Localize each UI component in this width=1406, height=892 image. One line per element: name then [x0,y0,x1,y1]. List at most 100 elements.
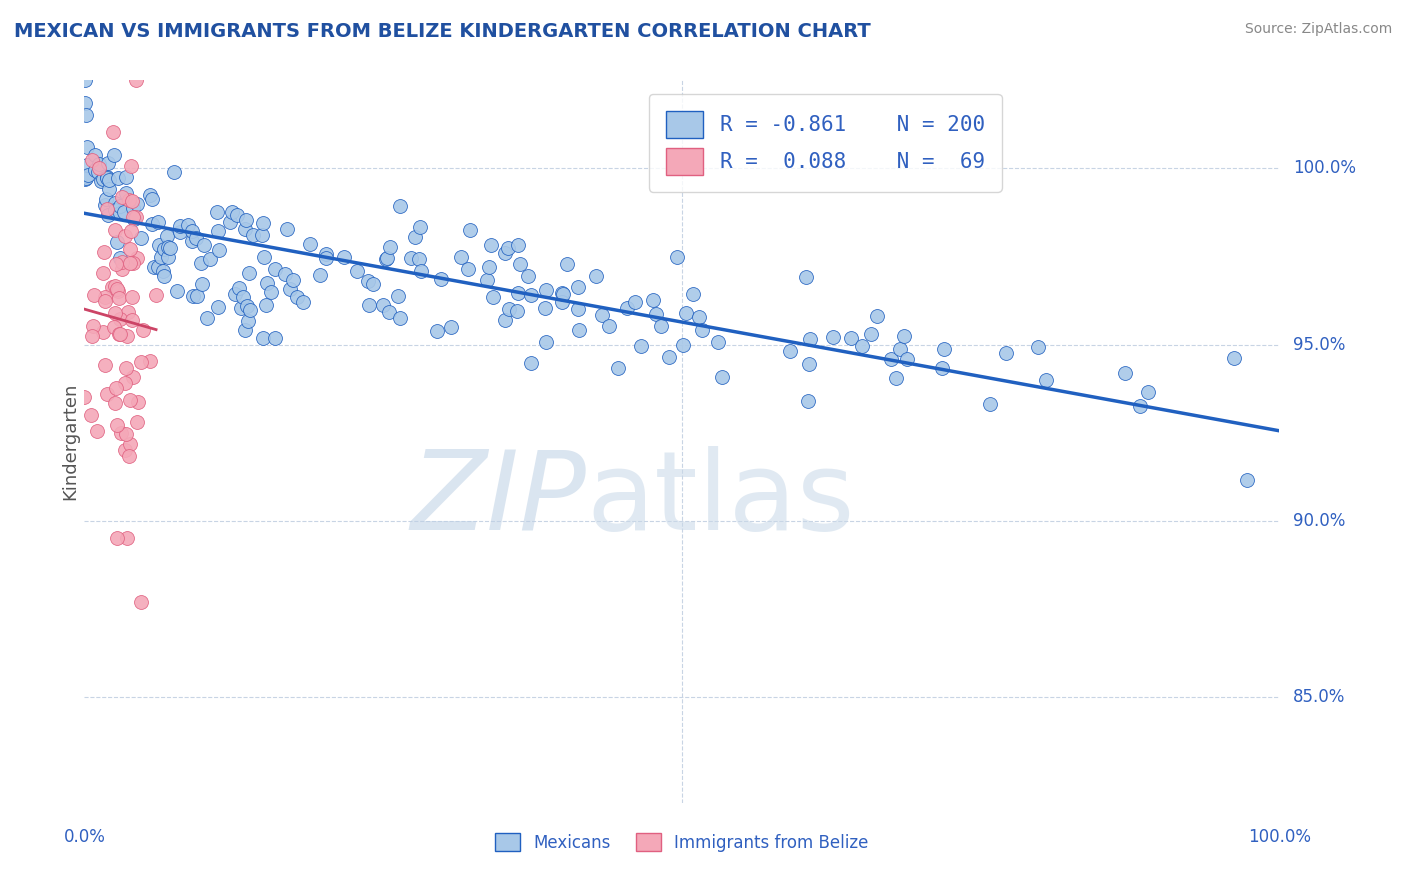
Point [238,266,260,280]
Point [1222,351,1244,365]
Point [710,370,733,384]
Point [122,201,145,215]
Point [860,326,883,341]
Point [779,344,801,359]
Point [263,262,285,277]
Point [236,299,259,313]
Point [153,268,176,283]
Point [111,190,134,204]
Point [252,331,274,345]
Point [121,256,143,270]
Point [585,268,607,283]
Point [250,228,273,243]
Point [520,288,543,302]
Point [357,298,380,312]
Point [152,264,174,278]
Point [1136,385,1159,400]
Point [457,262,479,277]
Text: 90.0%: 90.0% [1294,512,1346,530]
Point [404,229,426,244]
Point [553,287,575,301]
Point [291,294,314,309]
Point [606,361,628,376]
Point [799,332,821,346]
Point [232,290,254,304]
Point [181,234,204,248]
Point [108,251,131,265]
Point [122,211,145,226]
Point [207,224,229,238]
Point [83,163,105,178]
Point [101,125,124,139]
Point [118,242,141,256]
Point [707,334,730,349]
Point [114,442,136,457]
Point [89,157,111,171]
Point [682,287,704,301]
Point [221,205,243,219]
Point [884,371,907,385]
Point [1236,473,1258,487]
Point [129,231,152,245]
Point [93,289,115,303]
Point [551,286,574,301]
Point [219,215,242,229]
Point [630,339,652,353]
Legend: R = -0.861    N = 200, R =  0.088    N =  69: R = -0.861 N = 200, R = 0.088 N = 69 [650,95,1001,192]
Point [378,240,401,254]
Point [430,272,453,286]
Point [169,225,191,239]
Point [103,196,125,211]
Point [131,323,153,337]
Point [108,327,131,342]
Point [108,206,131,220]
Point [121,194,143,208]
Point [460,223,482,237]
Point [141,192,163,206]
Point [156,250,179,264]
Point [181,224,204,238]
Y-axis label: Kindergarten: Kindergarten [62,383,80,500]
Point [591,308,613,322]
Point [794,270,817,285]
Point [496,241,519,255]
Point [440,319,463,334]
Point [86,424,108,438]
Point [551,295,574,310]
Point [91,172,114,186]
Point [80,328,103,343]
Point [104,203,127,218]
Point [932,342,955,356]
Point [315,246,337,260]
Point [896,351,918,366]
Point [672,338,695,352]
Point [688,310,710,324]
Point [75,169,97,184]
Point [127,196,149,211]
Point [114,360,136,375]
Point [120,436,142,450]
Point [118,449,141,463]
Point [117,305,139,319]
Point [107,327,129,342]
Point [163,165,186,179]
Point [87,165,110,179]
Point [260,285,283,300]
Point [276,221,298,235]
Point [181,289,204,303]
Point [94,192,117,206]
Text: atlas: atlas [586,446,855,553]
Point [91,266,114,280]
Point [567,280,589,294]
Point [893,329,915,343]
Point [534,283,557,297]
Point [121,290,143,304]
Point [378,305,401,319]
Point [107,235,129,249]
Point [93,245,115,260]
Point [315,252,337,266]
Point [387,289,409,303]
Point [536,334,558,349]
Point [624,295,647,310]
Point [889,342,911,356]
